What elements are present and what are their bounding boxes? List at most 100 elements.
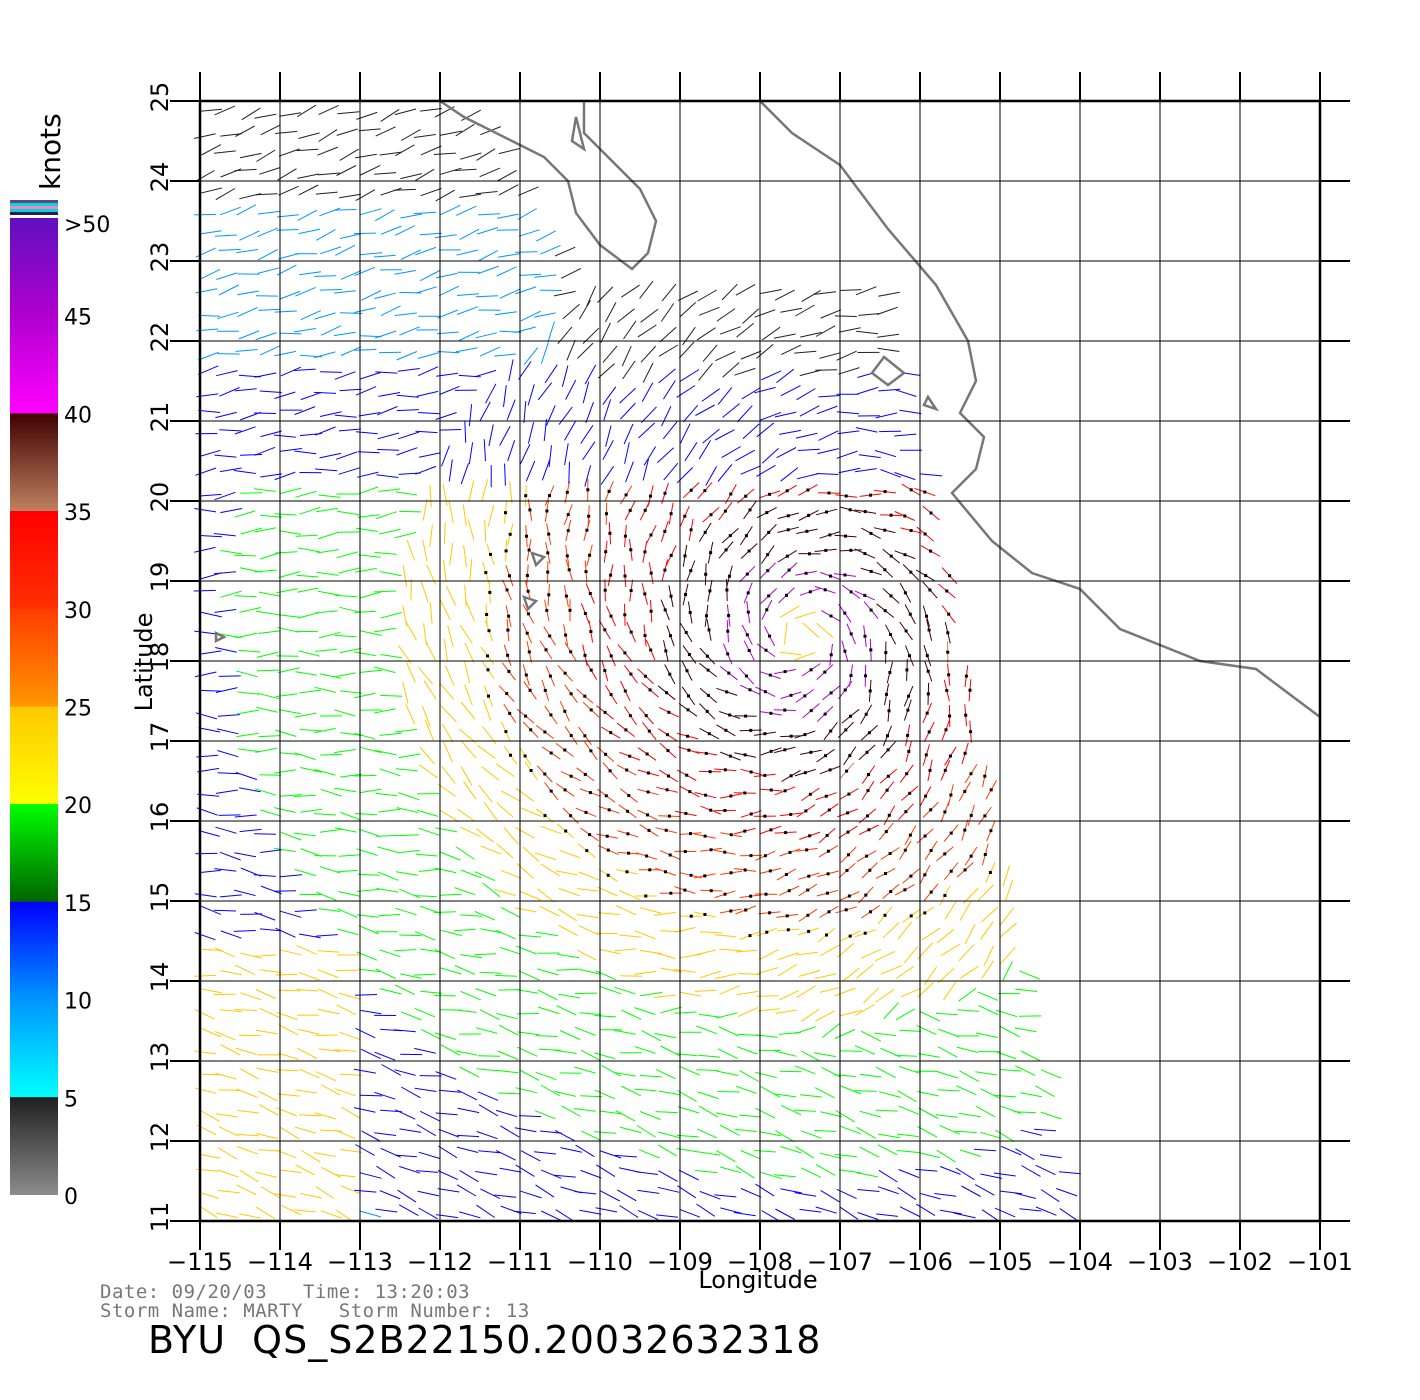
wind-barb: [856, 963, 874, 979]
rain-flag: [803, 733, 807, 737]
wind-barb: [482, 882, 501, 898]
wind-barb: [956, 1085, 977, 1096]
wind-barb: [896, 1133, 919, 1138]
rain-flag: [668, 853, 672, 857]
rain-flag: [789, 812, 793, 816]
wind-barb: [935, 1012, 958, 1016]
wind-barb: [518, 934, 541, 938]
wind-barb: [254, 113, 277, 119]
wind-barb: [315, 1186, 335, 1199]
map-border: [198, 99, 1322, 1223]
wind-barb: [380, 187, 402, 196]
wind-barb: [497, 169, 517, 182]
wind-barb: [396, 409, 419, 412]
wind-barb: [1000, 1145, 1022, 1156]
rain-flag: [823, 588, 827, 592]
latitude-tick-label: 23: [146, 242, 174, 273]
wind-barb: [200, 108, 223, 112]
wind-barb: [1039, 1154, 1062, 1159]
rain-flag: [703, 530, 707, 534]
wind-barb: [374, 292, 396, 300]
wind-barb: [419, 232, 442, 236]
rain-flag: [749, 770, 753, 774]
rain-flag: [728, 754, 732, 758]
wind-barb: [277, 614, 300, 618]
wind-barb: [595, 970, 617, 981]
wind-barb: [500, 870, 522, 879]
wind-barb: [714, 934, 737, 938]
colorbar-tick-label: 35: [64, 501, 92, 526]
wind-barb: [339, 647, 362, 654]
wind-barb: [194, 1050, 217, 1055]
wind-barb: [487, 505, 495, 527]
rain-flag: [726, 652, 730, 656]
rain-flag: [643, 592, 647, 596]
wind-barb: [297, 1047, 318, 1059]
wind-barb: [555, 870, 578, 876]
rain-flag: [604, 752, 608, 756]
wind-barb: [515, 286, 537, 295]
wind-barb: [433, 911, 457, 913]
wind-barb: [779, 429, 801, 435]
wind-barb: [340, 346, 362, 356]
rain-flag: [826, 872, 830, 876]
wind-barb: [655, 1068, 677, 1080]
wind-barb: [817, 448, 839, 455]
wind-barb: [454, 1009, 477, 1013]
rain-flag: [589, 749, 593, 753]
wind-barb: [720, 1207, 742, 1214]
rain-flag: [605, 512, 608, 516]
wind-barb: [316, 549, 339, 554]
wind-barb: [434, 234, 457, 239]
wind-barb: [200, 535, 223, 538]
wind-barb: [280, 1126, 300, 1140]
wind-barb: [294, 1126, 317, 1134]
wind-barb: [438, 1145, 458, 1159]
wind-barb: [460, 152, 482, 160]
rain-flag: [744, 908, 748, 912]
wind-barb: [955, 1167, 975, 1181]
rain-flag: [687, 694, 690, 698]
wind-barb: [438, 285, 460, 297]
wind-barb: [460, 990, 482, 1001]
wind-barb: [715, 350, 736, 362]
wind-barb: [354, 1068, 376, 1074]
wind-barb: [422, 498, 428, 521]
wind-barb: [340, 773, 362, 778]
wind-barb: [498, 1024, 519, 1036]
wind-barb: [735, 1165, 755, 1179]
wind-barb: [434, 1032, 456, 1040]
wind-barb: [300, 767, 323, 773]
rain-flag: [825, 891, 829, 895]
wind-barb: [216, 272, 238, 280]
wind-barb: [621, 345, 632, 367]
wind-barb: [198, 314, 221, 317]
wind-barb: [485, 383, 497, 404]
rain-flag: [745, 572, 749, 576]
rain-flag: [807, 929, 811, 933]
rain-flag: [983, 814, 987, 818]
wind-barb: [199, 650, 222, 655]
wind-barb: [877, 347, 900, 352]
rain-flag: [545, 608, 549, 612]
wind-barb: [279, 487, 302, 494]
rain-flag: [485, 613, 489, 616]
wind-barb: [457, 306, 478, 315]
rain-flag: [849, 548, 853, 552]
wind-barb: [458, 374, 481, 378]
rain-flag: [624, 493, 628, 497]
rain-flag: [743, 753, 747, 757]
wind-barb: [613, 1029, 636, 1035]
rain-flag: [808, 552, 811, 556]
wind-barb: [259, 774, 282, 776]
wind-barb: [395, 144, 415, 157]
wind-barb: [878, 388, 901, 392]
wind-barb: [194, 893, 217, 898]
rain-flag: [746, 610, 750, 614]
rain-flag: [849, 714, 852, 718]
rain-flag: [649, 648, 653, 652]
wind-barb: [980, 1173, 1003, 1179]
wind-barb: [615, 905, 637, 916]
wind-barb: [296, 988, 319, 992]
rain-flag: [546, 570, 550, 574]
